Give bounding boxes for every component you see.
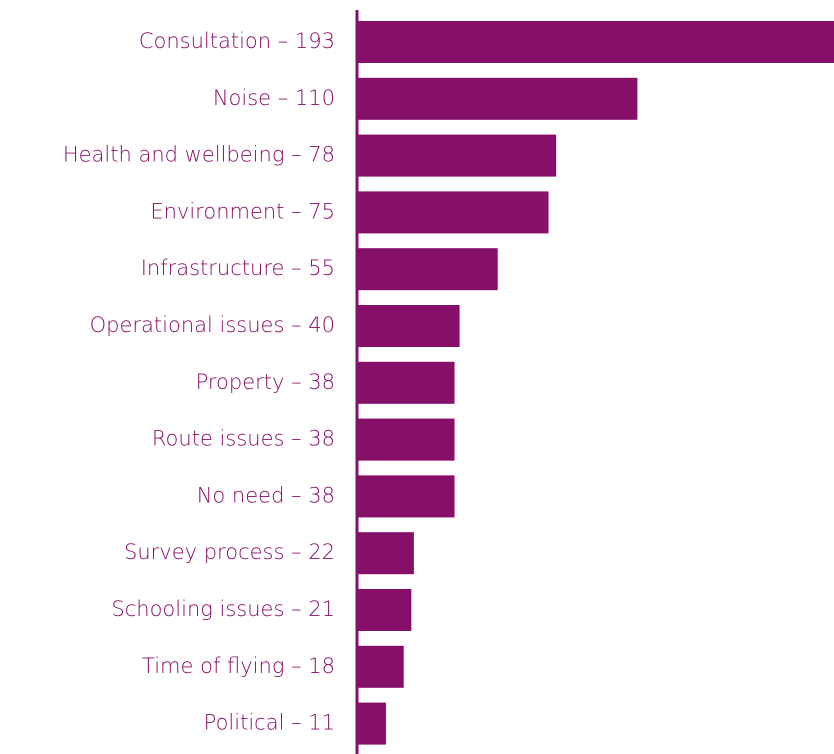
bar bbox=[358, 361, 455, 404]
bar bbox=[358, 418, 455, 461]
category-label: Property – 38 bbox=[196, 370, 335, 394]
bar bbox=[358, 702, 386, 745]
bar bbox=[358, 191, 549, 234]
bar bbox=[358, 134, 557, 177]
bar bbox=[358, 77, 638, 120]
bar bbox=[358, 475, 455, 518]
category-label: Noise – 110 bbox=[213, 86, 335, 110]
category-label: Consultation – 193 bbox=[139, 29, 335, 53]
category-label: Schooling issues – 21 bbox=[111, 597, 335, 621]
category-label: Time of flying – 18 bbox=[142, 654, 335, 678]
bar bbox=[358, 21, 834, 63]
category-label: Political – 11 bbox=[204, 711, 335, 735]
category-label: Environment – 75 bbox=[150, 199, 335, 223]
bar bbox=[358, 532, 414, 575]
bar bbox=[358, 305, 460, 347]
category-label: Route issues – 38 bbox=[152, 427, 335, 451]
category-label: No need – 38 bbox=[197, 483, 335, 507]
category-label: Survey process – 22 bbox=[124, 540, 335, 564]
category-label: Infrastructure – 55 bbox=[141, 256, 335, 280]
bar bbox=[358, 645, 404, 688]
category-label: Operational issues – 40 bbox=[90, 313, 335, 337]
category-label: Health and wellbeing – 78 bbox=[63, 143, 335, 167]
bar bbox=[358, 589, 412, 631]
bar bbox=[358, 248, 498, 291]
